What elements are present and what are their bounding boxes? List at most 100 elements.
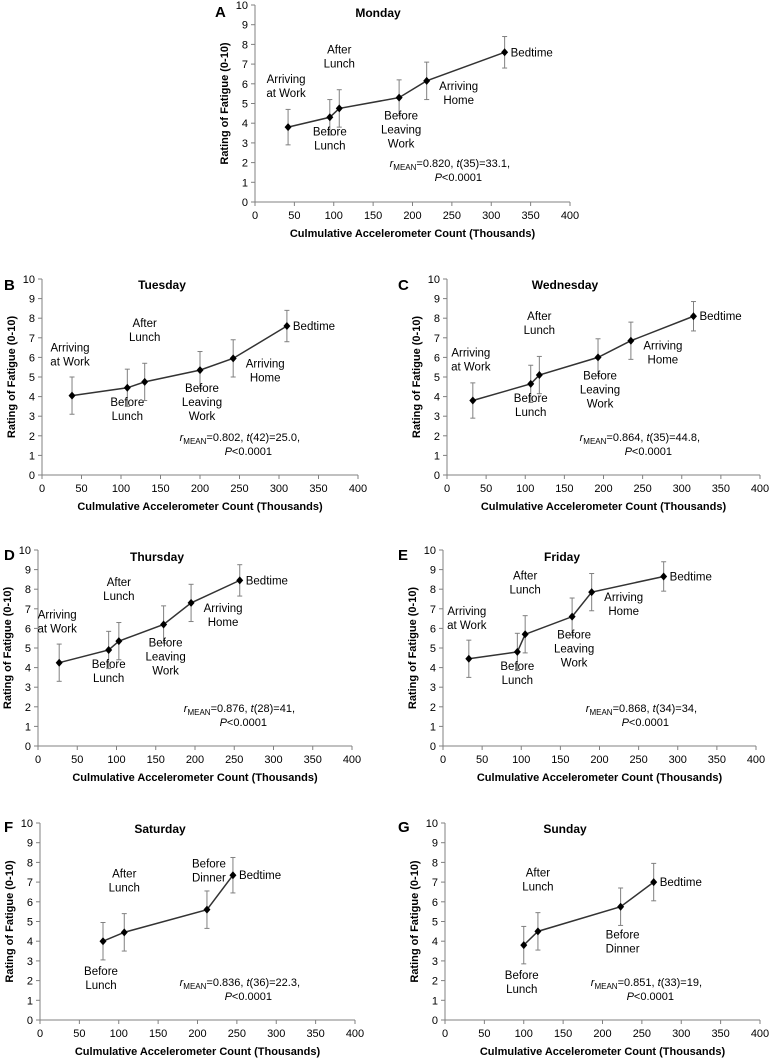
point-label-line: Before <box>192 859 226 871</box>
chart-title: Monday <box>355 6 401 20</box>
stats-r: r <box>586 703 591 715</box>
stats-t: t <box>251 703 255 715</box>
x-axis-title: Culmulative Accelerometer Count (Thousan… <box>77 501 323 513</box>
point-label-line: Arriving <box>246 358 285 370</box>
y-tick-label: 0 <box>430 741 436 753</box>
x-tick-label: 0 <box>35 754 41 766</box>
y-tick-label: 2 <box>27 976 33 988</box>
point-label: Arriving Home <box>604 592 643 618</box>
point-label-line: Arriving <box>604 592 643 604</box>
point-label-line: at Work <box>447 620 487 632</box>
point-label: Before Dinner <box>192 859 226 885</box>
stats-line-2: P<0.0001 <box>220 717 267 729</box>
point-label: Before Leaving Work <box>554 630 594 670</box>
point-label: After Lunch <box>509 570 540 596</box>
data-point <box>423 76 431 85</box>
panel-letter: F <box>4 819 13 836</box>
point-label: Bedtime <box>670 571 712 583</box>
x-tick-label: 50 <box>73 1028 85 1040</box>
x-tick-label: 150 <box>149 1028 167 1040</box>
series-line <box>71 325 288 397</box>
x-tick-label: 0 <box>37 1028 43 1040</box>
y-axis-title: Rating of Fatigue (0-10) <box>6 316 18 439</box>
y-tick-label: 4 <box>29 392 35 404</box>
stats-p: P <box>627 991 635 1003</box>
point-label: Before Lunch <box>84 966 118 992</box>
point-label-line: Arriving <box>439 81 478 93</box>
y-tick-label: 2 <box>430 702 436 714</box>
chart-title: Friday <box>544 550 580 564</box>
point-label: Before Lunch <box>110 397 144 423</box>
point-label-line: Bedtime <box>246 575 288 587</box>
y-tick-label: 9 <box>29 294 35 306</box>
data-point <box>99 937 107 946</box>
y-tick-label: 10 <box>424 545 436 557</box>
x-axis-title: Culmulative Accelerometer Count (Thousan… <box>480 1046 726 1058</box>
x-tick-label: 250 <box>228 1028 246 1040</box>
chart-title: Thursday <box>130 550 184 564</box>
point-label-line: After <box>513 570 537 582</box>
y-tick-label: 8 <box>29 313 35 325</box>
y-tick-label: 6 <box>25 623 31 635</box>
x-axis-title: Culmulative Accelerometer Count (Thousan… <box>290 228 536 240</box>
point-label-line: Before <box>583 370 617 382</box>
y-tick-label: 7 <box>29 333 35 345</box>
x-tick-label: 100 <box>512 754 530 766</box>
point-label-line: After <box>527 311 551 323</box>
point-label: Before Lunch <box>313 126 347 152</box>
stats-sub: MEAN <box>187 708 210 717</box>
data-point <box>534 927 542 936</box>
y-tick-label: 9 <box>27 838 33 850</box>
y-tick-label: 2 <box>29 431 35 443</box>
data-point <box>617 902 625 911</box>
y-tick-label: 4 <box>25 663 31 675</box>
panel-letter: C <box>398 277 409 294</box>
point-label-line: at Work <box>37 624 77 636</box>
stats-rest: =0.868, <box>613 703 653 715</box>
y-tick-label: 10 <box>236 0 248 12</box>
x-tick-label: 300 <box>267 1028 285 1040</box>
stats-rest: =0.851, <box>618 977 658 989</box>
y-tick-label: 10 <box>21 818 33 830</box>
y-tick-label: 5 <box>430 643 436 655</box>
stats-pval: <0.0001 <box>442 172 482 184</box>
stats-r: r <box>390 158 395 170</box>
x-tick-label: 250 <box>443 210 461 222</box>
data-point <box>229 871 237 880</box>
point-label-line: Bedtime <box>511 47 553 59</box>
point-label-line: at Work <box>451 362 491 374</box>
point-label-line: Dinner <box>606 944 640 956</box>
stats-tval: (35)=44.8, <box>650 432 700 444</box>
x-tick-label: 100 <box>110 1028 128 1040</box>
data-point <box>513 647 521 656</box>
y-tick-label: 2 <box>434 431 440 443</box>
data-point <box>501 48 509 57</box>
point-label: Arriving at Work <box>266 74 306 100</box>
data-point <box>465 654 473 663</box>
x-axis-title: Culmulative Accelerometer Count (Thousan… <box>481 501 727 513</box>
stats-line-2: P<0.0001 <box>622 717 669 729</box>
data-point <box>123 383 131 392</box>
y-tick-label: 3 <box>25 682 31 694</box>
data-point <box>68 391 76 400</box>
point-label-line: Lunch <box>522 881 553 893</box>
stats-sub: MEAN <box>594 982 617 991</box>
stats-p: P <box>220 717 228 729</box>
y-tick-label: 0 <box>29 470 35 482</box>
point-label-line: After <box>112 868 136 880</box>
data-point <box>594 353 602 362</box>
point-label-line: Work <box>587 398 614 410</box>
point-label-line: Bedtime <box>293 321 335 333</box>
point-label-line: Lunch <box>129 332 160 344</box>
y-tick-label: 4 <box>27 936 33 948</box>
x-tick-label: 200 <box>186 754 204 766</box>
point-label-line: After <box>526 867 550 879</box>
y-tick-label: 3 <box>29 411 35 423</box>
x-tick-label: 50 <box>478 1028 490 1040</box>
point-label: Arriving at Work <box>50 343 90 369</box>
point-label-line: at Work <box>50 357 90 369</box>
